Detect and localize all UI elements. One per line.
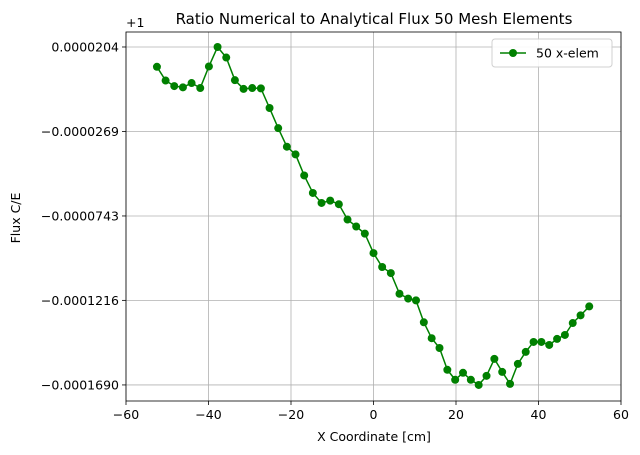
data-point (474, 380, 483, 389)
legend-frame (491, 38, 613, 68)
grid (125, 32, 622, 401)
data-point (545, 340, 554, 349)
data-point (248, 84, 257, 93)
axis-ticks: −60 −40 −20 0 20 40 60 0.0000204 −0.0000269 −0.00… (41, 31, 629, 422)
data-point (204, 62, 213, 71)
x-axis-label: X Coordinate [cm] (317, 429, 431, 444)
data-point (265, 104, 274, 113)
plot-area (152, 42, 594, 389)
data-point (378, 262, 387, 271)
data-point (411, 296, 420, 305)
y-offset-label: +1 (126, 15, 144, 30)
data-point (230, 76, 239, 85)
data-point (326, 196, 335, 205)
y-tick-label: −0.0001216 (41, 293, 119, 308)
data-point (360, 229, 369, 238)
x-tick-label: −40 (195, 407, 221, 422)
x-tick-label: 60 (613, 407, 629, 422)
data-point (560, 330, 569, 339)
y-tick-label: 0.0000204 (51, 39, 119, 54)
data-point (568, 319, 577, 328)
y-axis-label: Flux C/E (8, 193, 23, 244)
chart-title: Ratio Numerical to Analytical Flux 50 Me… (176, 10, 573, 28)
data-point (419, 318, 428, 327)
data-point (187, 79, 196, 88)
data-point (553, 334, 562, 343)
data-point (369, 249, 378, 258)
data-point (498, 367, 507, 376)
legend-label: 50 x-elem (536, 46, 599, 61)
y-tick-label: −0.0001690 (41, 377, 119, 392)
data-point (352, 222, 361, 231)
data-point (308, 188, 317, 197)
data-point (404, 294, 413, 303)
y-tick-label: −0.0000743 (41, 208, 119, 223)
data-point (529, 337, 538, 346)
x-tick-label: −20 (278, 407, 304, 422)
data-point (466, 375, 475, 384)
data-point (482, 371, 491, 380)
x-tick-label: 0 (370, 407, 378, 422)
data-point (506, 379, 515, 388)
data-point (427, 334, 436, 343)
x-tick-label: 40 (531, 407, 547, 422)
y-tick-label: −0.0000269 (41, 124, 119, 139)
data-point (576, 311, 585, 320)
data-point (521, 347, 530, 356)
data-point (435, 344, 444, 353)
data-point (239, 84, 248, 93)
data-point (213, 42, 222, 51)
data-point (178, 83, 187, 92)
data-point (170, 82, 179, 91)
data-point (274, 124, 283, 133)
data-point (343, 215, 352, 224)
data-point (334, 200, 343, 209)
legend: 50 x-elem (491, 38, 613, 68)
legend-point-marker (509, 49, 517, 57)
data-point (537, 337, 546, 346)
data-point (513, 359, 522, 368)
data-point (282, 142, 291, 151)
data-point (317, 198, 326, 207)
data-point (459, 368, 468, 377)
data-point (451, 375, 460, 384)
data-point (386, 269, 395, 278)
data-point (152, 62, 161, 71)
data-point (196, 84, 205, 93)
data-point (395, 289, 404, 298)
x-tick-label: −60 (113, 407, 139, 422)
data-point (291, 150, 300, 159)
data-point (443, 365, 452, 374)
data-point (222, 53, 231, 62)
x-tick-label: 20 (448, 407, 464, 422)
data-point (490, 354, 499, 363)
axes-frame (125, 31, 622, 402)
data-point (585, 302, 594, 311)
data-point (300, 171, 309, 180)
data-point (161, 76, 170, 85)
data-point (256, 84, 265, 93)
